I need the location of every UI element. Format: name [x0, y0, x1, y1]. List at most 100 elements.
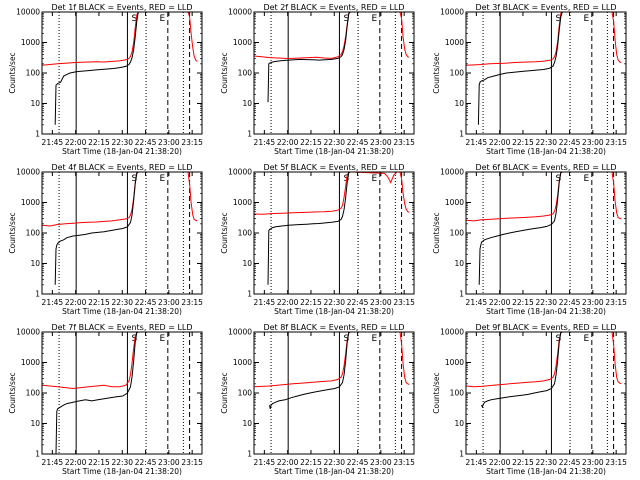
x-axis-label: Start Time (18-Jan-04 21:38:20)	[486, 147, 606, 156]
x-tick-label: 22:45	[559, 138, 581, 147]
y-tick-label: 1000	[233, 358, 252, 367]
x-tick-label: 23:00	[370, 458, 392, 467]
lld-series-line	[466, 172, 622, 222]
x-tick-label: 23:15	[181, 458, 203, 467]
events-series-line	[481, 332, 564, 409]
y-axis-label: Counts/sec	[220, 212, 229, 253]
detector-panel: Det 1f BLACK = Events, RED = LLD S E 1 10 100…	[8, 3, 203, 156]
x-tick-label: 22:30	[535, 138, 557, 147]
x-tick-label: 23:15	[393, 458, 415, 467]
x-tick-label: 22:30	[111, 138, 133, 147]
panel-title: Det 2f BLACK = Events, RED = LLD	[263, 3, 404, 12]
y-axis-label: Counts/sec	[8, 372, 17, 413]
plot-frame	[465, 11, 627, 135]
x-tick-label: 22:00	[277, 458, 299, 467]
y-tick-label: 10000	[228, 8, 252, 17]
y-tick-label: 1	[247, 130, 252, 139]
y-tick-label: 1000	[21, 38, 40, 47]
y-tick-label: 1	[459, 130, 464, 139]
y-axis-label: Counts/sec	[8, 212, 17, 253]
y-tick-label: 1000	[445, 38, 464, 47]
x-tick-label: 22:00	[277, 298, 299, 307]
plot-frame	[253, 331, 415, 455]
x-axis-label: Start Time (18-Jan-04 21:38:20)	[274, 147, 394, 156]
detector-panel: Det 6f BLACK = Events, RED = LLD S E 1 10 100…	[432, 163, 627, 316]
events-series-line	[54, 172, 140, 285]
x-tick-label: 21:45	[466, 458, 488, 467]
y-tick-label: 100	[26, 69, 41, 78]
panel-title: Det 1f BLACK = Events, RED = LLD	[51, 3, 192, 12]
y-tick-label: 1	[459, 290, 464, 299]
x-tick-label: 21:45	[42, 298, 64, 307]
y-tick-label: 1000	[21, 198, 40, 207]
interval-marker-label: E	[584, 334, 590, 344]
y-tick-label: 100	[26, 389, 41, 398]
x-tick-label: 22:30	[323, 458, 345, 467]
plot-frame	[253, 11, 415, 135]
x-tick-label: 23:00	[158, 458, 180, 467]
y-tick-label: 10	[30, 419, 40, 428]
y-axis-label: Counts/sec	[432, 212, 441, 253]
interval-marker-label: S	[556, 14, 562, 24]
x-tick-label: 23:15	[605, 298, 627, 307]
interval-marker-label: E	[584, 174, 590, 184]
y-tick-label: 1000	[445, 358, 464, 367]
x-tick-label: 22:45	[347, 458, 369, 467]
x-tick-label: 22:15	[300, 138, 322, 147]
y-tick-label: 10000	[16, 328, 40, 337]
x-tick-label: 21:45	[254, 458, 276, 467]
x-tick-label: 23:15	[605, 458, 627, 467]
lld-series-line	[466, 12, 622, 66]
y-tick-label: 100	[450, 229, 465, 238]
x-tick-label: 22:30	[111, 458, 133, 467]
y-axis-label: Counts/sec	[220, 372, 229, 413]
x-tick-label: 22:15	[88, 458, 110, 467]
panel-title: Det 6f BLACK = Events, RED = LLD	[475, 163, 616, 172]
x-tick-label: 22:45	[135, 458, 157, 467]
y-tick-label: 10	[30, 99, 40, 108]
x-tick-label: 22:15	[512, 298, 534, 307]
x-tick-label: 21:45	[254, 298, 276, 307]
detector-panel: Det 4f BLACK = Events, RED = LLD S E 1 10 100…	[8, 163, 203, 316]
y-axis-label: Counts/sec	[8, 52, 17, 93]
x-axis-label: Start Time (18-Jan-04 21:38:20)	[62, 307, 182, 316]
x-tick-label: 23:15	[605, 138, 627, 147]
events-series-line	[55, 332, 140, 454]
x-tick-label: 22:15	[512, 138, 534, 147]
interval-marker-label: E	[372, 14, 378, 24]
y-tick-label: 10000	[440, 168, 464, 177]
plot-frame	[41, 331, 203, 455]
x-tick-label: 22:30	[323, 138, 345, 147]
y-tick-label: 10000	[16, 168, 40, 177]
lld-series-line	[254, 172, 410, 215]
y-axis-label: Counts/sec	[432, 52, 441, 93]
interval-marker-label: S	[132, 174, 138, 184]
x-tick-label: 22:45	[135, 298, 157, 307]
x-tick-label: 23:00	[158, 298, 180, 307]
x-tick-label: 22:00	[489, 298, 511, 307]
x-tick-label: 23:15	[181, 298, 203, 307]
x-tick-label: 22:00	[277, 138, 299, 147]
x-tick-label: 21:45	[466, 298, 488, 307]
y-tick-label: 100	[26, 229, 41, 238]
y-axis-label: Counts/sec	[432, 372, 441, 413]
x-tick-label: 22:00	[65, 458, 87, 467]
x-tick-label: 23:00	[582, 138, 604, 147]
y-axis-label: Counts/sec	[220, 52, 229, 93]
y-tick-label: 1	[35, 450, 40, 459]
y-tick-label: 10	[242, 419, 252, 428]
y-tick-label: 100	[238, 229, 253, 238]
y-tick-label: 10	[454, 259, 464, 268]
x-axis-label: Start Time (18-Jan-04 21:38:20)	[274, 467, 394, 476]
y-tick-label: 1	[247, 290, 252, 299]
panel-title: Det 3f BLACK = Events, RED = LLD	[475, 3, 616, 12]
y-tick-label: 10	[454, 419, 464, 428]
x-tick-label: 22:15	[300, 298, 322, 307]
x-tick-label: 22:45	[347, 298, 369, 307]
x-tick-label: 23:15	[393, 298, 415, 307]
x-tick-label: 21:45	[42, 458, 64, 467]
x-tick-label: 22:30	[323, 298, 345, 307]
